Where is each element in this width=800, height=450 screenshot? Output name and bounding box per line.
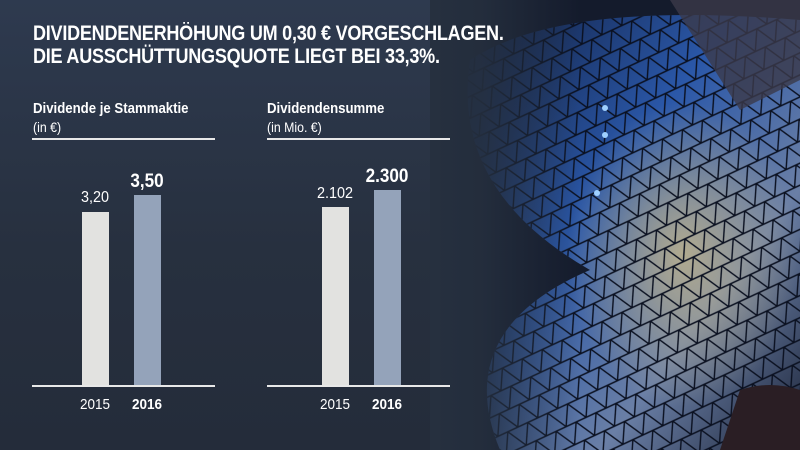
chart-unit: (in Mio. €): [267, 119, 322, 135]
value-label-2016: 2.300: [365, 166, 409, 187]
bar-2016: [134, 195, 161, 385]
bar-2015: [82, 212, 109, 385]
value-label-2015: 3,20: [80, 189, 110, 206]
photo-fade-overlay: [430, 0, 580, 450]
value-label-2015: 2.102: [316, 185, 354, 202]
chart-unit: (in €): [33, 119, 62, 135]
year-label-2015: 2015: [79, 396, 111, 413]
chart-title: Dividendensumme: [267, 100, 385, 117]
title-rule: [32, 138, 215, 140]
chart-header: Dividendensumme (in Mio. €): [267, 100, 400, 136]
baseline: [267, 385, 450, 387]
headline: DIVIDENDENERHÖHUNG UM 0,30 € VORGESCHLAG…: [33, 22, 504, 68]
year-label-2016: 2016: [131, 396, 163, 413]
baseline: [32, 385, 215, 387]
chart-header: Dividende je Stammaktie (in €): [33, 100, 210, 136]
bar-2016: [374, 190, 401, 385]
title-rule: [267, 138, 450, 140]
year-label-2016: 2016: [371, 396, 403, 413]
headline-line-1: DIVIDENDENERHÖHUNG UM 0,30 € VORGESCHLAG…: [33, 22, 504, 45]
value-label-2016: 3,50: [130, 171, 164, 192]
headline-line-2: DIE AUSSCHÜTTUNGSQUOTE LIEGT BEI 33,3%.: [33, 45, 440, 68]
year-label-2015: 2015: [319, 396, 351, 413]
bar-2015: [322, 207, 349, 385]
chart-title: Dividende je Stammaktie: [33, 100, 189, 117]
